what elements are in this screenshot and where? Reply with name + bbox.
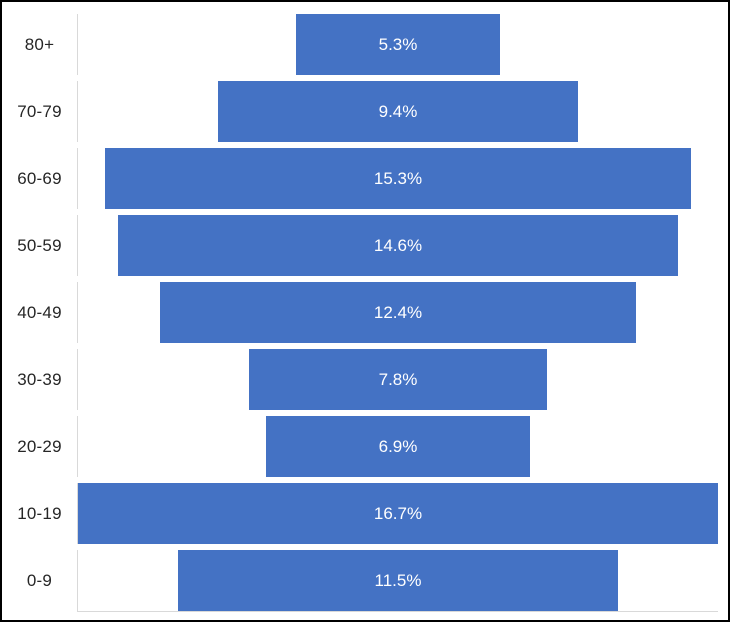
bar-area: 14.6% [77,215,718,276]
bar: 5.3% [296,14,500,75]
bar: 15.3% [104,148,692,209]
bar-row: 80+ 5.3% [2,14,718,75]
category-label: 0-9 [26,570,53,590]
bar-area: 5.3% [77,14,718,75]
bar-rows-container: 80+ 5.3% 70-79 9.4% 60-69 15.3% 50-59 14.6% 40-4… [2,14,718,611]
bar: 7.8% [248,349,548,410]
value-label: 14.6% [373,235,423,255]
bar-row: 60-69 15.3% [2,148,718,209]
bar: 12.4% [160,282,636,343]
bar-row: 20-29 6.9% [2,416,718,477]
category-label: 40-49 [17,302,62,322]
value-label: 6.9% [378,436,418,456]
bar-area: 11.5% [77,550,718,611]
bar: 16.7% [78,483,718,544]
bar: 6.9% [265,416,531,477]
category-label: 60-69 [17,168,62,188]
bar-row: 10-19 16.7% [2,483,718,544]
bar: 11.5% [177,550,619,611]
category-label: 80+ [24,34,55,54]
bar-area: 6.9% [77,416,718,477]
value-label: 7.8% [378,369,418,389]
bar-row: 50-59 14.6% [2,215,718,276]
value-label: 9.4% [378,101,418,121]
bar-area: 16.7% [77,483,718,544]
value-label: 5.3% [378,34,418,54]
bar-row: 40-49 12.4% [2,282,718,343]
bar-area: 9.4% [77,81,718,142]
x-axis-line [77,611,718,612]
bar-row: 30-39 7.8% [2,349,718,410]
category-label: 10-19 [17,503,62,523]
category-label: 20-29 [17,436,62,456]
bar-area: 12.4% [77,282,718,343]
value-label: 16.7% [373,503,423,523]
bar-row: 70-79 9.4% [2,81,718,142]
bar-row: 0-9 11.5% [2,550,718,611]
value-label: 12.4% [373,302,423,322]
value-label: 15.3% [373,168,423,188]
category-label: 50-59 [17,235,62,255]
category-label: 30-39 [17,369,62,389]
value-label: 11.5% [374,570,422,590]
bar: 9.4% [217,81,579,142]
category-label: 70-79 [17,101,62,121]
bar-area: 15.3% [77,148,718,209]
bar: 14.6% [118,215,678,276]
bar-area: 7.8% [77,349,718,410]
